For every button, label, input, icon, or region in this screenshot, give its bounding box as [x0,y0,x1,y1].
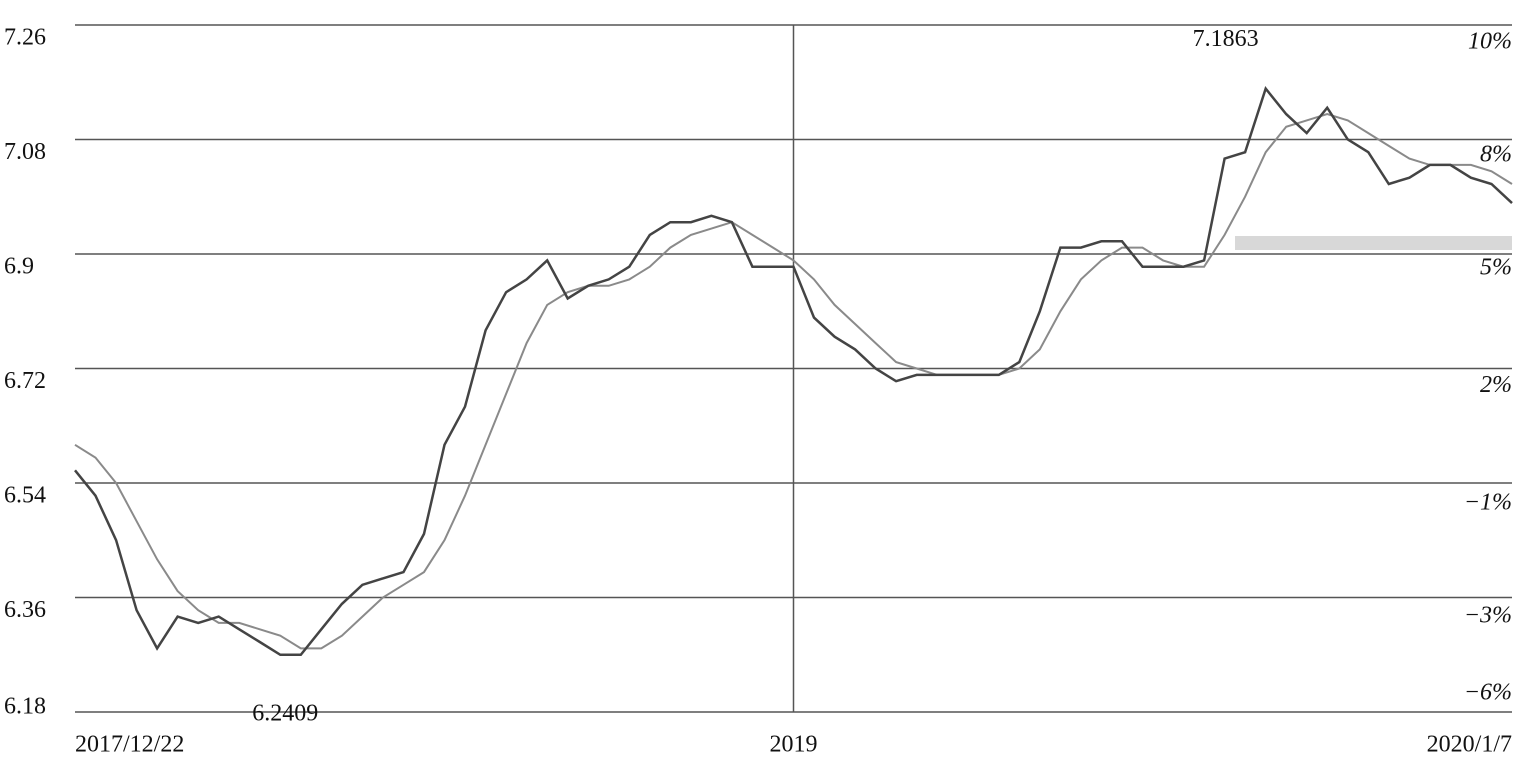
y2-tick-label: 8% [1480,142,1512,168]
series-line [74,113,1513,650]
annotation-low: 6.2409 [252,700,318,726]
x-tick-label: 2020/1/7 [1427,732,1512,758]
highlight-band [1235,236,1512,250]
y2-tick-label: −3% [1464,602,1512,628]
annotation-high: 7.1863 [1193,26,1259,52]
y-tick-label: 7.26 [4,25,46,51]
x-tick-label: 2017/12/22 [75,732,184,758]
y-tick-label: 6.72 [4,368,46,394]
y-tick-label: 6.36 [4,597,46,623]
y2-tick-label: −6% [1464,680,1512,706]
y-tick-label: 6.9 [4,254,34,280]
y2-tick-label: 10% [1468,29,1512,55]
y-tick-label: 6.54 [4,483,46,509]
series-line [74,86,1513,657]
y2-tick-label: 5% [1480,255,1512,281]
y-tick-label: 6.18 [4,694,46,720]
x-tick-label: 2019 [770,732,818,758]
y-tick-label: 7.08 [4,139,46,165]
y2-tick-label: 2% [1480,372,1512,398]
y2-tick-label: −1% [1464,489,1512,515]
